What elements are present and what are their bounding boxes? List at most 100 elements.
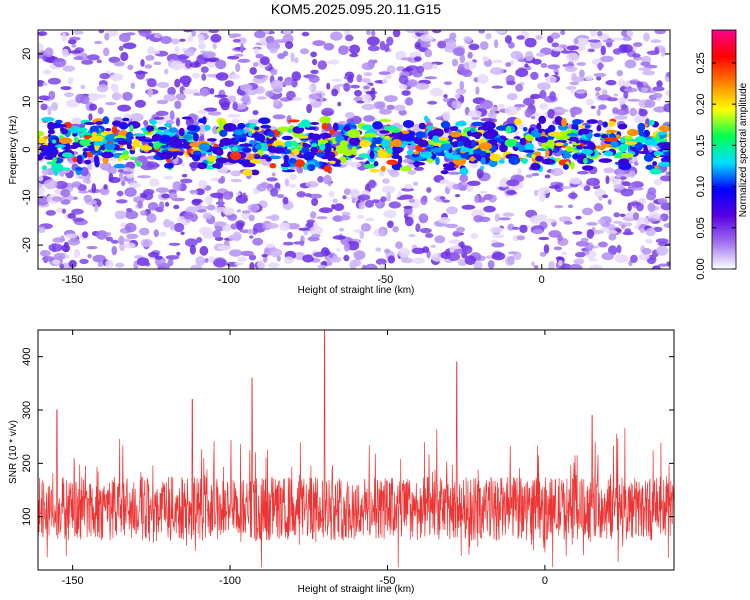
heatmap-ytick-label: 20 — [21, 48, 33, 60]
heatmap-cell — [498, 159, 505, 164]
heatmap-cell — [371, 199, 380, 204]
colorbar-tick-label: 0.15 — [695, 135, 707, 156]
heatmap-cell — [403, 205, 413, 209]
heatmap-cell — [213, 258, 227, 268]
heatmap-cell — [530, 162, 541, 171]
heatmap-cell — [538, 115, 547, 125]
heatmap-cell — [563, 142, 569, 146]
heatmap-cell — [562, 153, 572, 159]
heatmap-cell — [474, 194, 480, 204]
heatmap-cell — [292, 96, 302, 102]
heatmap-cell — [86, 54, 100, 61]
heatmap-cell — [600, 45, 606, 56]
heatmap-cell — [586, 229, 594, 239]
heatmap-cell — [419, 34, 434, 42]
heatmap-cell — [363, 94, 372, 104]
snr-xtick-label: -50 — [380, 575, 396, 587]
heatmap-cell — [447, 252, 461, 262]
heatmap-cell — [620, 188, 634, 197]
heatmap-cell — [38, 175, 44, 182]
heatmap-cell — [587, 39, 601, 43]
heatmap-cell — [149, 119, 157, 125]
heatmap-cell — [230, 223, 238, 230]
heatmap-cell — [424, 115, 429, 122]
heatmap-cell — [235, 62, 241, 73]
heatmap-cell — [342, 195, 347, 200]
snr-frame — [37, 329, 675, 571]
heatmap-cell — [92, 254, 106, 263]
heatmap-cell — [183, 134, 193, 141]
heatmap-cell — [124, 187, 137, 197]
heatmap-cell — [461, 245, 473, 254]
heatmap-cell — [590, 30, 598, 37]
heatmap-cell — [347, 75, 354, 84]
heatmap-ytick-label: 10 — [21, 96, 33, 108]
heatmap-cell — [657, 263, 669, 267]
heatmap-cell — [427, 158, 434, 164]
heatmap-cell — [317, 176, 324, 183]
heatmap-cell — [48, 90, 56, 100]
heatmap-cell — [141, 138, 156, 143]
colorbar-tick-label: 0.00 — [695, 258, 707, 279]
heatmap-cell — [613, 184, 625, 190]
heatmap-cell — [61, 48, 69, 58]
heatmap-cell — [492, 59, 504, 63]
heatmap-cell — [598, 104, 607, 110]
heatmap-cell — [594, 86, 602, 92]
heatmap-cell — [257, 259, 266, 269]
heatmap-cell — [72, 196, 78, 200]
heatmap-cell — [137, 175, 152, 179]
heatmap-cell — [311, 143, 318, 148]
heatmap-cell — [124, 222, 137, 233]
heatmap-cell — [297, 122, 305, 128]
heatmap-cell — [605, 175, 610, 185]
heatmap-cell — [50, 102, 59, 111]
heatmap-cell — [129, 124, 134, 133]
heatmap-cell — [43, 179, 58, 190]
heatmap-cell — [378, 108, 392, 115]
heatmap-cell — [596, 63, 605, 69]
heatmap-cell — [140, 145, 153, 151]
heatmap-cell — [494, 213, 500, 223]
heatmap-cell — [356, 100, 365, 104]
heatmap-cell — [548, 185, 561, 189]
heatmap-cell — [463, 36, 472, 44]
heatmap-cell — [536, 122, 542, 132]
heatmap-cell — [560, 263, 572, 269]
heatmap-cell — [178, 151, 184, 156]
heatmap-cell — [489, 226, 504, 234]
heatmap-cell — [644, 139, 657, 146]
heatmap-cell — [593, 203, 604, 212]
heatmap-cell — [386, 65, 396, 74]
heatmap-cell — [409, 80, 418, 87]
heatmap-cell — [499, 177, 509, 188]
heatmap-cell — [506, 93, 518, 101]
heatmap-cell — [349, 44, 360, 55]
heatmap-cell — [207, 155, 217, 162]
heatmap-cell — [392, 30, 401, 38]
heatmap-cell — [665, 71, 670, 78]
heatmap-cell — [38, 95, 50, 101]
heatmap-cell — [310, 69, 319, 74]
heatmap-cell — [38, 31, 48, 36]
heatmap-cell — [601, 252, 614, 261]
heatmap-cell — [176, 251, 181, 256]
heatmap-cell — [240, 83, 253, 92]
heatmap-cell — [265, 156, 272, 162]
heatmap-cell — [563, 164, 569, 170]
heatmap-cell — [505, 62, 512, 67]
heatmap-cell — [119, 171, 123, 181]
heatmap-cell — [228, 33, 237, 39]
heatmap-cell — [239, 143, 253, 147]
heatmap-cell — [174, 46, 180, 55]
heatmap-cell — [612, 48, 622, 55]
heatmap-cell — [402, 140, 415, 144]
heatmap-cell — [498, 217, 511, 221]
heatmap-cell — [126, 144, 133, 150]
heatmap-cell — [39, 250, 51, 257]
heatmap-cell — [237, 122, 246, 129]
heatmap-cell — [572, 119, 582, 125]
heatmap-cell — [67, 39, 77, 45]
heatmap-cell — [461, 69, 473, 78]
